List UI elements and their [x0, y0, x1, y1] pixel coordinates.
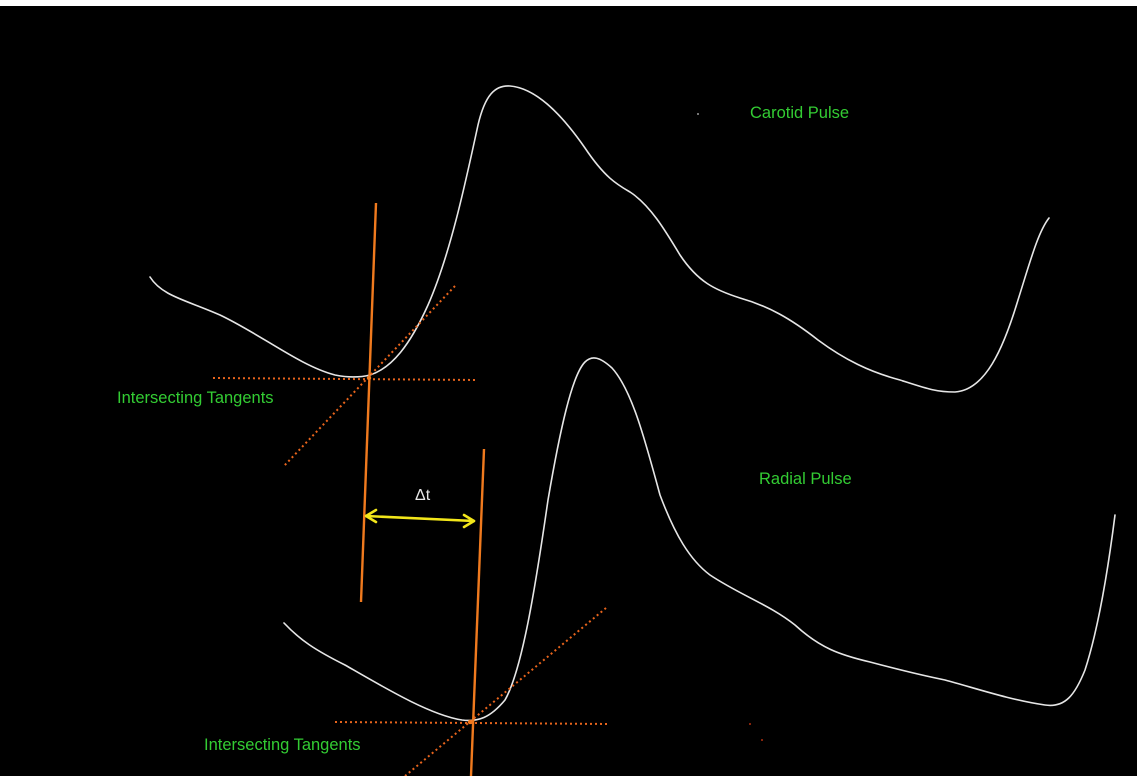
- upper-intersection-point: [366, 375, 372, 381]
- delta-t-label: Δt: [415, 487, 431, 504]
- carotid-pulse-label: Carotid Pulse: [750, 104, 849, 122]
- delta-t-arrow: [364, 508, 476, 529]
- lower-onset-marker-line: [469, 448, 486, 776]
- radial-pulse-waveform: [283, 357, 1116, 722]
- upper-intersecting-tangents-label: Intersecting Tangents: [117, 389, 274, 407]
- lower-slope-tangent: [404, 607, 607, 776]
- upper-onset-marker-line: [359, 202, 378, 603]
- speck-dot: [749, 723, 751, 725]
- speck-dot: [761, 739, 763, 741]
- speck-dot: [697, 113, 699, 115]
- radial-pulse-label: Radial Pulse: [759, 470, 852, 488]
- upper-horizontal-tangent: [212, 377, 479, 381]
- lower-intersecting-tangents-label: Intersecting Tangents: [204, 736, 361, 754]
- carotid-pulse-waveform: [149, 85, 1050, 393]
- upper-slope-tangent: [283, 285, 456, 467]
- lower-intersection-point: [467, 719, 473, 725]
- lower-horizontal-tangent: [334, 721, 611, 725]
